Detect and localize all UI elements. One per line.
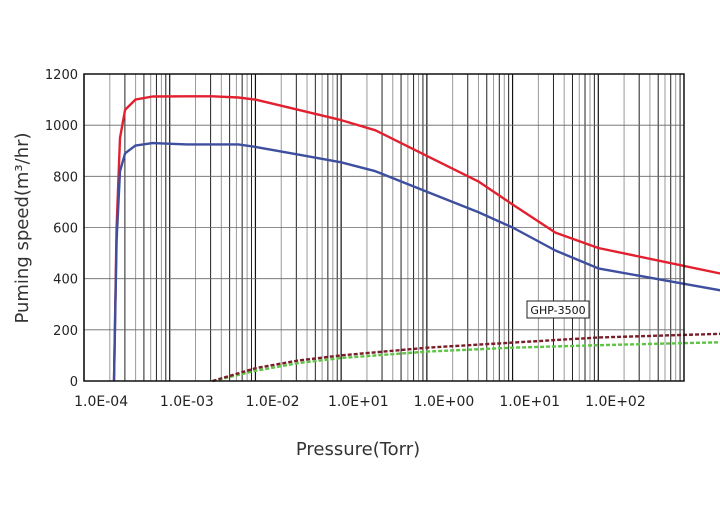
y-tick-label: 600	[53, 222, 78, 237]
grid	[83, 73, 684, 382]
plot-frame	[83, 73, 685, 382]
annotation-label: GHP-3500	[530, 304, 585, 317]
series-line-1	[112, 95, 720, 382]
y-tick-label: 1000	[45, 119, 78, 134]
y-axis-title: Puming speed(m³/hr)	[12, 132, 33, 323]
series-line-4	[212, 332, 720, 383]
series-line-2	[112, 141, 720, 382]
y-tick-label: 200	[53, 324, 78, 339]
x-tick-label: 1.0E-02	[246, 394, 300, 410]
x-tick-label: 1.0E+00	[414, 394, 475, 410]
y-tick-label: 400	[53, 273, 78, 288]
y-tick-label: 1200	[45, 68, 78, 83]
axes	[83, 73, 685, 382]
annotation-box	[526, 300, 590, 319]
x-tick-label: 1.0E-04	[74, 394, 128, 410]
x-tick-label: 1.0E+02	[585, 394, 646, 410]
x-axis-title: Pressure(Torr)	[296, 439, 420, 460]
series-line-3	[212, 341, 720, 383]
series-group	[112, 95, 720, 383]
x-tick-label: 1.0E-03	[160, 394, 214, 410]
annotation-tag: GHP-3500	[526, 300, 590, 319]
y-tick-label: 0	[70, 375, 78, 390]
tick-labels: 0 200 400 600 800 1000 1200 1.0E-04 1.0E-03 1.0E-…	[45, 68, 646, 410]
x-tick-label: 1.0E+01	[499, 394, 560, 410]
y-tick-label: 800	[53, 170, 78, 185]
x-tick-label: 1.0E+01	[328, 394, 389, 410]
